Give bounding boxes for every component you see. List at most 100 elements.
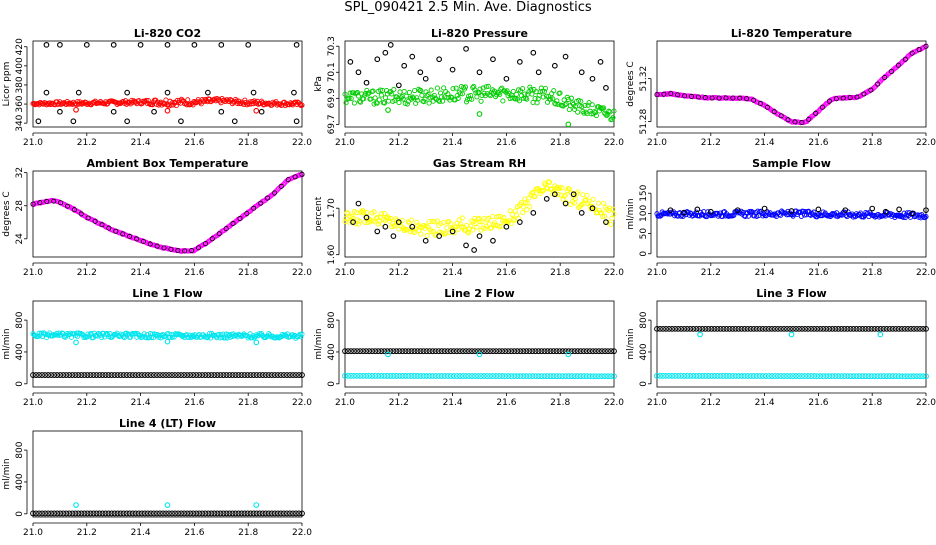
- data-point: [262, 510, 269, 517]
- x-tick-label: 21.0: [647, 398, 667, 408]
- data-point: [793, 325, 799, 332]
- data-point: [414, 95, 420, 101]
- data-point: [218, 332, 224, 338]
- data-point: [768, 325, 775, 332]
- data-point: [551, 88, 557, 94]
- data-point: [472, 87, 478, 93]
- data-point: [278, 183, 284, 189]
- data-point: [856, 325, 863, 332]
- x-tick-label: 21.2: [77, 138, 97, 148]
- data-marks: [342, 348, 617, 380]
- data-point: [379, 221, 385, 227]
- data-point: [842, 207, 849, 214]
- data-point: [502, 348, 509, 355]
- data-point: [453, 348, 460, 355]
- data-point: [75, 89, 82, 96]
- x-tick-label: 21.2: [389, 398, 409, 408]
- data-point: [410, 95, 417, 101]
- data-point: [771, 373, 778, 379]
- data-point: [667, 207, 674, 214]
- data-point: [110, 41, 117, 48]
- data-point: [505, 348, 512, 355]
- x-tick-label: 21.4: [131, 528, 151, 538]
- data-point: [247, 510, 254, 517]
- data-point: [438, 348, 445, 355]
- data-point: [216, 231, 222, 237]
- data-point: [366, 372, 373, 379]
- chart-title: Sample Flow: [752, 157, 831, 170]
- x-tick-label: 21.4: [443, 268, 463, 278]
- data-point: [250, 372, 257, 378]
- data-point: [611, 373, 617, 380]
- data-point: [498, 214, 504, 220]
- data-point: [381, 348, 388, 355]
- data-point: [217, 510, 224, 517]
- data-point: [808, 325, 815, 332]
- data-point: [421, 99, 427, 105]
- y-tick-label: 400: [327, 343, 337, 360]
- data-point: [36, 510, 42, 517]
- data-point: [693, 373, 700, 379]
- data-point: [120, 372, 127, 378]
- data-point: [911, 373, 917, 380]
- x-tick-label: 21.2: [77, 398, 97, 408]
- data-point: [205, 372, 212, 378]
- data-point: [181, 510, 188, 517]
- data-point: [923, 207, 929, 214]
- plot-frame: [656, 40, 927, 128]
- data-point: [603, 85, 609, 91]
- data-point: [826, 98, 832, 104]
- data-point: [81, 510, 88, 517]
- chart-svg: Li-820 Pressure kPa 21.0 21.2 21.4 21.6 21.8 22…: [314, 27, 624, 148]
- data-point: [342, 348, 348, 355]
- data-point: [744, 96, 750, 102]
- x-tick-label: 22.0: [292, 138, 312, 148]
- data-point: [735, 325, 742, 332]
- data-point: [30, 201, 36, 207]
- data-point: [220, 372, 227, 378]
- data-point: [529, 348, 536, 355]
- data-point: [756, 325, 763, 332]
- data-point: [747, 325, 754, 332]
- data-point: [463, 242, 469, 249]
- data-point: [127, 233, 133, 239]
- x-tick-label: 21.2: [701, 268, 721, 278]
- data-point: [602, 348, 608, 355]
- data-point: [258, 108, 265, 115]
- data-point: [524, 207, 530, 213]
- data-point: [565, 96, 571, 102]
- data-point: [297, 331, 303, 337]
- data-point: [492, 88, 498, 94]
- data-point: [901, 373, 908, 380]
- data-point: [869, 205, 876, 212]
- data-point: [348, 95, 354, 102]
- data-point: [163, 372, 169, 378]
- data-point: [806, 116, 812, 122]
- data-point: [695, 94, 701, 100]
- data-point: [81, 334, 87, 341]
- data-point: [593, 113, 599, 119]
- data-point: [299, 331, 305, 337]
- data-point: [348, 348, 354, 355]
- data-point: [117, 372, 124, 378]
- x-tick-label: 21.6: [184, 528, 204, 538]
- data-point: [853, 325, 860, 332]
- y-tick-label: 0: [639, 251, 649, 257]
- data-point: [553, 101, 559, 107]
- data-point: [696, 373, 703, 379]
- data-point: [759, 373, 766, 379]
- data-point: [729, 325, 736, 332]
- data-point: [138, 372, 145, 378]
- data-point: [603, 111, 609, 117]
- data-point: [205, 510, 212, 517]
- chart-panel: Line 4 (LT) Flow ml/min 21.0 21.2 21.4 21.6 21…: [0, 415, 312, 545]
- data-point: [565, 351, 572, 358]
- data-point: [248, 101, 254, 107]
- data-point: [45, 372, 52, 378]
- data-point: [744, 325, 751, 332]
- x-tick-label: 21.0: [23, 398, 43, 408]
- x-tick-label: 21.0: [335, 398, 355, 408]
- data-point: [468, 223, 474, 229]
- data-point: [178, 372, 185, 378]
- data-point: [396, 100, 402, 106]
